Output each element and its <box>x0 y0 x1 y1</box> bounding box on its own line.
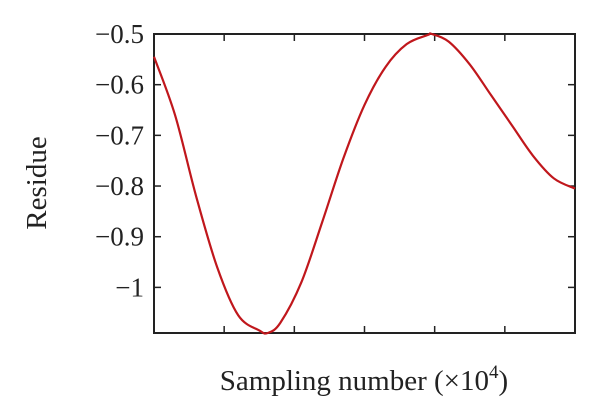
x-axis-title-main: Sampling number (×10 <box>220 365 489 397</box>
y-tick-label: −0.8 <box>95 171 144 201</box>
y-tick-label: −0.6 <box>95 70 144 100</box>
y-tick-label: −0.7 <box>95 120 144 150</box>
plot-frame <box>153 33 576 334</box>
y-tick-label: −1 <box>115 272 144 302</box>
x-axis-title-suffix: ) <box>499 365 509 397</box>
y-axis-title: Residue <box>21 136 53 229</box>
y-tick-label: −0.5 <box>95 19 144 49</box>
y-tick-label: −0.9 <box>95 222 144 252</box>
y-axis-ticks: −0.5 −0.6 −0.7 −0.8 −0.9 −1 <box>95 19 575 302</box>
x-axis-ticks <box>223 34 506 333</box>
series-group <box>152 32 576 335</box>
series-line <box>152 32 576 335</box>
x-axis-title-exponent: 4 <box>489 362 499 383</box>
x-axis-title: Sampling number (×104) <box>220 362 508 397</box>
